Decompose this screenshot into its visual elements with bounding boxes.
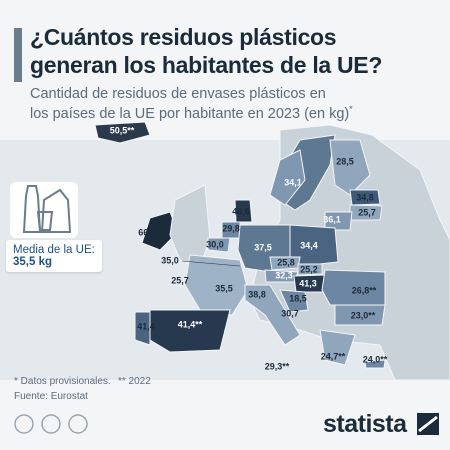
map-label: 29,3** xyxy=(265,361,290,371)
map-label: 50,5** xyxy=(110,125,135,135)
map-label: 41,4 xyxy=(137,321,155,331)
title-line: generan los habitantes de la UE? xyxy=(30,52,383,78)
map-label: 30,7 xyxy=(281,308,299,318)
map-label: 37,5 xyxy=(254,242,272,252)
land xyxy=(0,121,450,381)
source: Fuente: Eurostat xyxy=(14,391,88,402)
map-label: 32,3 xyxy=(275,270,293,280)
map-label: 41,3 xyxy=(299,278,317,288)
map-label: 41,4** xyxy=(178,319,203,329)
map-label: 34,1 xyxy=(284,177,302,187)
subtitle-line: Cantidad de residuos de envases plástico… xyxy=(30,86,326,102)
eu-average-label: Media de la UE: xyxy=(13,244,95,256)
map-label: 66,5 xyxy=(138,227,156,237)
map-label: 25,2 xyxy=(300,264,318,274)
leader-line xyxy=(181,260,241,267)
logo-mark xyxy=(417,413,439,435)
subtitle-line: los países de la UE por habitante en 202… xyxy=(30,104,353,122)
map-label: 26,8** xyxy=(352,285,377,295)
map-label: 40,6 xyxy=(232,206,250,216)
subtitle-marker: * xyxy=(349,104,353,114)
map-label: 25,7 xyxy=(171,275,189,285)
map-label: 38,8 xyxy=(248,289,266,299)
map-label: 18,5 xyxy=(289,293,307,303)
map-label: 25,7 xyxy=(358,207,376,217)
license-icons xyxy=(14,414,88,434)
title-bar xyxy=(14,28,22,82)
map-label: 28,5 xyxy=(336,156,354,166)
map-label: 34,4 xyxy=(300,240,318,250)
map-label: 24,7** xyxy=(321,351,346,361)
map-label: 30,0 xyxy=(206,239,224,249)
title-line: ¿Cuántos residuos plásticos xyxy=(30,24,337,50)
footnote: ** 2022 xyxy=(118,376,151,387)
plastic-icon xyxy=(10,182,78,238)
map-label: 25,8 xyxy=(277,257,295,267)
map-label: 34,8 xyxy=(356,192,374,202)
map-label: 35,5 xyxy=(215,283,233,293)
map-label: 36,1 xyxy=(323,214,341,224)
subtitle-text: los países de la UE por habitante en 202… xyxy=(30,105,350,122)
logo: statista xyxy=(323,410,407,438)
eu-average-box: Media de la UE: 35,5 kg xyxy=(6,240,102,272)
map-label: 24,0** xyxy=(363,354,388,364)
eu-average-value: 35,5 kg xyxy=(13,256,52,268)
footnote: * Datos provisionales. xyxy=(14,376,111,387)
map-label: 35,0 xyxy=(161,255,179,265)
map-label: 29,8 xyxy=(222,223,240,233)
map-label: 23,0** xyxy=(351,310,376,320)
